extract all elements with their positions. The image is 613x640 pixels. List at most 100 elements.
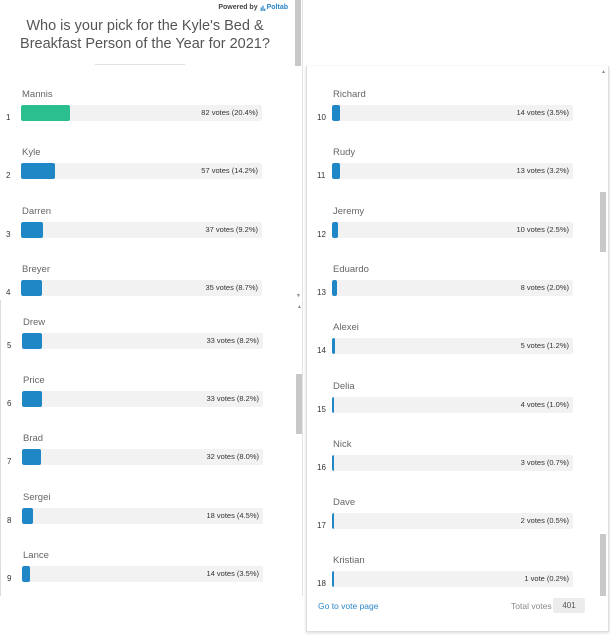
option-rank: 12 [317,229,326,239]
option-row: 3 Darren 37 votes (9.2%) [6,206,276,263]
scroll-up-arrow-icon[interactable]: ▲ [601,69,606,75]
result-bar-track: 10 votes (2.5%) [332,221,573,238]
poll-panel-bottom-left: 5 Drew 33 votes (8.2%) 6 Price 33 votes (8.2%… [0,300,303,596]
option-rank: 1 [6,113,11,122]
option-name: Drew [23,317,46,328]
result-bar-fill [21,279,42,296]
option-name: Dave [333,497,356,509]
poll-panel-right: 10 Richard 14 votes (3.5%) 11 Rudy 13 votes (… [306,66,609,632]
scrollbar-bottom-left[interactable] [296,300,302,596]
scrollbar-thumb[interactable] [600,192,606,252]
result-bar-track: 57 votes (14.2%) [21,163,262,180]
option-rank: 10 [317,113,326,122]
option-row: 14 Alexei 5 votes (1.2%) [317,322,587,379]
result-bar-track: 3 votes (0.7%) [332,454,573,471]
result-bar-fill [332,571,334,588]
option-votes: 35 votes (8.7%) [205,282,258,292]
scroll-down-arrow-icon[interactable]: ▼ [296,293,301,299]
option-votes: 4 votes (1.0%) [520,399,569,409]
option-name: Jeremy [333,205,365,217]
option-name: Rudy [333,147,356,159]
option-name: Sergei [23,491,51,503]
option-name: Delia [333,380,355,392]
option-name: Darren [22,205,52,217]
result-bar-track: 14 votes (3.5%) [22,565,263,582]
option-row: 16 Nick 3 votes (0.7%) [317,439,587,496]
option-name: Richard [333,89,366,100]
result-bar-fill [332,454,334,471]
result-bar-fill [332,163,340,180]
powered-by[interactable]: Powered by Poltab [218,4,288,11]
poltab-brand[interactable]: Poltab [260,4,288,11]
option-votes: 82 votes (20.4%) [201,108,258,117]
option-rank: 2 [6,171,11,181]
option-rank: 8 [7,515,12,525]
option-rank: 5 [7,341,12,350]
option-votes: 33 votes (8.2%) [206,336,259,345]
option-votes: 1 vote (0.2%) [524,574,569,584]
scrollbar-thumb[interactable] [295,0,301,66]
result-bar-track: 8 votes (2.0%) [332,279,573,296]
result-bar-fill [22,507,33,524]
result-bar-fill [22,391,42,408]
scrollbar-right[interactable] [600,66,606,596]
option-name: Price [23,375,45,387]
option-rank: 14 [317,346,326,356]
option-votes: 14 votes (3.5%) [206,568,259,578]
option-name: Lance [23,549,49,561]
option-row: 17 Dave 2 votes (0.5%) [317,497,587,554]
result-bar-track: 33 votes (8.2%) [22,333,263,349]
option-votes: 3 votes (0.7%) [520,457,569,467]
option-rank: 9 [7,573,12,583]
option-row: 8 Sergei 18 votes (4.5%) [7,492,277,549]
option-name: Mannis [22,89,53,100]
option-votes: 18 votes (4.5%) [206,510,259,520]
result-bar-track: 32 votes (8.0%) [22,449,263,466]
option-rank: 6 [7,399,12,409]
poltab-brand-name: Poltab [266,4,288,11]
result-bar-fill [332,513,334,530]
result-bar-track: 13 votes (3.2%) [332,163,573,180]
option-row: 5 Drew 33 votes (8.2%) [7,317,277,374]
result-bar-track: 2 votes (0.5%) [332,513,573,530]
option-rank: 11 [317,171,326,181]
option-name: Kyle [22,147,41,159]
result-bar-fill [21,221,44,238]
scroll-up-arrow-icon[interactable]: ▲ [297,304,302,310]
result-bar-fill [22,565,31,582]
option-name: Nick [333,438,352,450]
option-votes: 5 votes (1.2%) [520,341,569,351]
result-bar-track: 4 votes (1.0%) [332,396,573,413]
result-bar-track: 37 votes (9.2%) [21,221,262,238]
result-bar-track: 1 vote (0.2%) [332,571,573,588]
option-rank: 13 [317,287,326,297]
option-name: Eduardo [333,263,369,275]
option-name: Kristian [333,555,365,567]
poll-panel-top-left: Powered by Poltab Who is your pick for t… [0,0,303,300]
option-rank: 17 [317,521,326,531]
result-bar-track: 5 votes (1.2%) [332,338,573,355]
result-bar-track: 35 votes (8.7%) [21,279,262,296]
go-to-vote-page-link[interactable]: Go to vote page [318,601,379,611]
scrollbar-thumb[interactable] [296,374,302,434]
result-bar-track: 18 votes (4.5%) [22,507,263,524]
scrollbar-top-left[interactable] [295,0,301,300]
option-rank: 18 [317,579,326,589]
result-bar-fill [22,449,42,466]
scrollbar-thumb-lower[interactable] [600,534,606,596]
option-rank: 7 [7,457,12,467]
option-row: 15 Delia 4 votes (1.0%) [317,381,587,438]
option-name: Alexei [333,322,359,334]
option-row: 13 Eduardo 8 votes (2.0%) [317,264,587,321]
result-bar-fill [332,396,335,413]
result-bar-track: 14 votes (3.5%) [332,105,573,121]
option-row: 18 Kristian 1 vote (0.2%) [317,555,587,612]
option-votes: 32 votes (8.0%) [206,452,259,462]
result-bar-track: 82 votes (20.4%) [21,105,262,121]
title-divider [95,64,185,65]
option-row: 10 Richard 14 votes (3.5%) [317,89,587,146]
option-row: 9 Lance 14 votes (3.5%) [7,550,277,607]
total-votes-count: 401 [553,598,585,613]
option-name: Brad [23,433,44,445]
option-row: 12 Jeremy 10 votes (2.5%) [317,206,587,263]
